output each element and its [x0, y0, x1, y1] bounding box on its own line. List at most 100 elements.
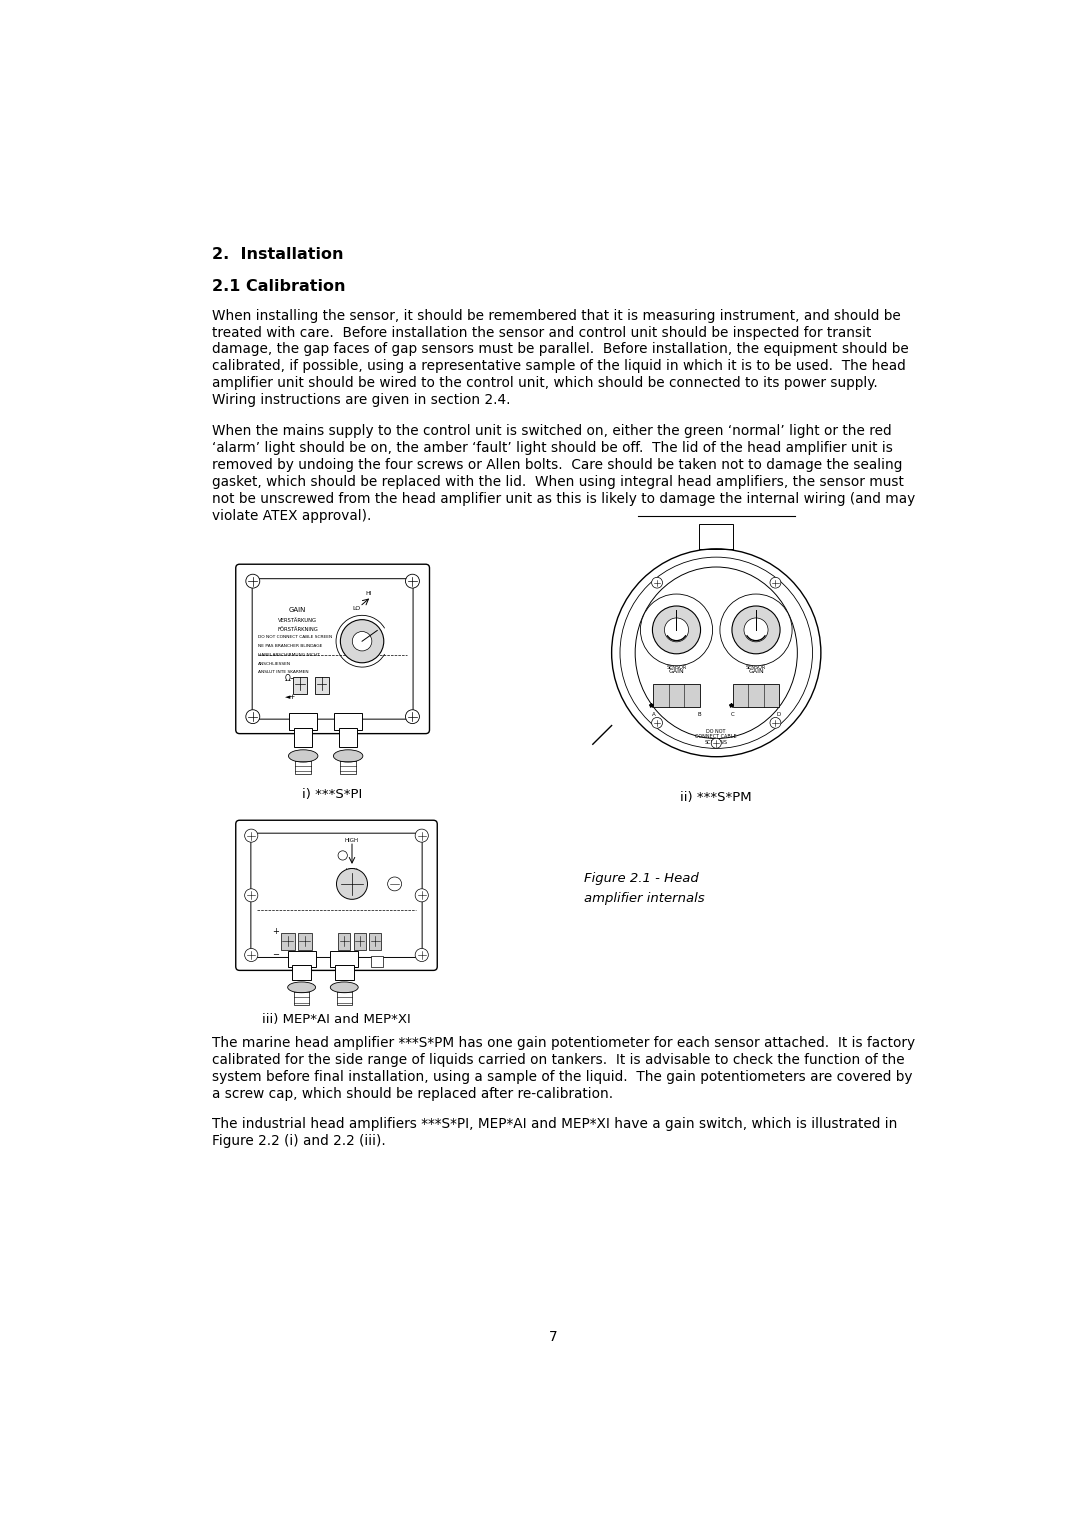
Circle shape — [415, 889, 429, 902]
Text: When installing the sensor, it should be remembered that it is measuring instrum: When installing the sensor, it should be… — [213, 308, 901, 323]
Circle shape — [415, 948, 429, 962]
Bar — [733, 683, 779, 706]
Bar — [334, 712, 362, 729]
Text: ‘alarm’ light should be on, the amber ‘fault’ light should be off.  The lid of t: ‘alarm’ light should be on, the amber ‘f… — [213, 441, 893, 455]
Text: The industrial head amplifiers ***S*PI, MEP*AI and MEP*XI have a gain switch, wh: The industrial head amplifiers ***S*PI, … — [213, 1117, 897, 1132]
Circle shape — [712, 738, 721, 748]
Ellipse shape — [635, 567, 797, 738]
Bar — [293, 677, 307, 694]
Circle shape — [415, 829, 429, 843]
Text: C: C — [731, 712, 734, 717]
Text: amplifier internals: amplifier internals — [584, 892, 705, 905]
Circle shape — [338, 850, 348, 859]
Circle shape — [620, 558, 812, 749]
Bar — [314, 677, 328, 694]
Text: system before final installation, using a sample of the liquid.  The gain potent: system before final installation, using … — [213, 1069, 913, 1083]
Circle shape — [245, 889, 258, 902]
Text: DO NOT
CONNECT CABLE
SCREENS: DO NOT CONNECT CABLE SCREENS — [696, 729, 737, 745]
Circle shape — [640, 594, 713, 666]
Bar — [338, 933, 350, 950]
FancyBboxPatch shape — [235, 564, 430, 734]
Text: Figure 2.1 - Head: Figure 2.1 - Head — [584, 872, 699, 885]
Text: LOWER
SENSOR: LOWER SENSOR — [666, 659, 687, 669]
Text: HIGH: HIGH — [345, 838, 359, 843]
Circle shape — [651, 578, 662, 588]
Text: 2.  Installation: 2. Installation — [213, 247, 345, 262]
Circle shape — [770, 578, 781, 588]
Circle shape — [744, 617, 768, 642]
Bar — [289, 712, 318, 729]
Text: −: − — [272, 950, 280, 959]
Text: HI: HI — [365, 591, 372, 596]
Bar — [653, 683, 700, 706]
Text: Ω−: Ω− — [284, 674, 297, 683]
Circle shape — [732, 607, 780, 654]
Text: NE PAS BRANCHER BLINDAGE: NE PAS BRANCHER BLINDAGE — [258, 643, 323, 648]
Text: violate ATEX approval).: violate ATEX approval). — [213, 509, 372, 522]
Circle shape — [388, 876, 402, 890]
Text: UPPER
SENSOR: UPPER SENSOR — [746, 659, 766, 669]
Text: B: B — [698, 712, 701, 717]
FancyBboxPatch shape — [235, 820, 437, 970]
Text: Wiring instructions are given in section 2.4.: Wiring instructions are given in section… — [213, 394, 511, 408]
Ellipse shape — [334, 749, 363, 761]
Bar — [330, 951, 359, 967]
Text: LOW: LOW — [346, 869, 359, 873]
Circle shape — [246, 574, 260, 588]
Text: HABELABSCHIRMUNG NICHT: HABELABSCHIRMUNG NICHT — [258, 653, 321, 657]
Text: GAIN: GAIN — [289, 607, 307, 613]
Circle shape — [405, 709, 419, 723]
Text: GAIN: GAIN — [669, 669, 685, 674]
Text: 2.1 Calibration: 2.1 Calibration — [213, 279, 346, 294]
Circle shape — [611, 548, 821, 757]
Text: VERSTÄRKUNG: VERSTÄRKUNG — [279, 617, 318, 624]
Ellipse shape — [330, 982, 359, 993]
Text: damage, the gap faces of gap sensors must be parallel.  Before installation, the: damage, the gap faces of gap sensors mus… — [213, 343, 909, 357]
Bar — [294, 728, 312, 746]
Bar — [337, 985, 352, 1005]
Text: not be unscrewed from the head amplifier unit as this is likely to damage the in: not be unscrewed from the head amplifier… — [213, 492, 916, 506]
Bar — [294, 985, 309, 1005]
Circle shape — [664, 617, 689, 642]
Bar — [370, 956, 383, 967]
Text: DO NOT CONNECT CABLE SCREEN: DO NOT CONNECT CABLE SCREEN — [258, 636, 333, 639]
Text: AG24
15A
SER: AG24 15A SER — [337, 958, 348, 971]
Circle shape — [245, 829, 258, 843]
Circle shape — [337, 869, 367, 899]
Text: The marine head amplifier ***S*PM has one gain potentiometer for each sensor att: The marine head amplifier ***S*PM has on… — [213, 1036, 916, 1049]
Bar — [699, 524, 733, 548]
Text: gasket, which should be replaced with the lid.  When using integral head amplifi: gasket, which should be replaced with th… — [213, 475, 904, 489]
Text: amplifier unit should be wired to the control unit, which should be connected to: amplifier unit should be wired to the co… — [213, 377, 878, 391]
Bar — [287, 951, 315, 967]
Text: ◄+: ◄+ — [284, 694, 296, 700]
Text: When the mains supply to the control unit is switched on, either the green ‘norm: When the mains supply to the control uni… — [213, 424, 892, 438]
Circle shape — [720, 594, 792, 666]
Text: LO: LO — [352, 607, 361, 611]
Text: +: + — [272, 927, 280, 936]
Circle shape — [352, 631, 372, 651]
Text: ANSLUT INTE SKARMEN: ANSLUT INTE SKARMEN — [258, 671, 309, 674]
Circle shape — [651, 717, 662, 728]
Bar — [335, 965, 353, 980]
Bar — [298, 933, 312, 950]
Text: i) ***S*PI: i) ***S*PI — [302, 787, 363, 801]
Bar — [340, 754, 356, 775]
Text: Figure 2.2 (i) and 2.2 (iii).: Figure 2.2 (i) and 2.2 (iii). — [213, 1134, 387, 1149]
Text: A: A — [651, 712, 656, 717]
Bar — [296, 754, 311, 775]
FancyBboxPatch shape — [251, 833, 422, 958]
Ellipse shape — [287, 982, 315, 993]
Circle shape — [245, 948, 258, 962]
FancyBboxPatch shape — [252, 579, 413, 719]
Bar — [281, 933, 295, 950]
Bar — [293, 965, 311, 980]
Circle shape — [246, 709, 260, 723]
Bar — [353, 933, 366, 950]
Text: 7: 7 — [550, 1330, 557, 1344]
Circle shape — [405, 574, 419, 588]
Circle shape — [770, 717, 781, 728]
Text: calibrated, if possible, using a representative sample of the liquid in which it: calibrated, if possible, using a represe… — [213, 360, 906, 374]
Text: FÖRSTÄRKNING: FÖRSTÄRKNING — [278, 628, 319, 633]
Text: ANSCHLIESSEN: ANSCHLIESSEN — [258, 662, 292, 665]
Text: GAIN: GAIN — [748, 669, 764, 674]
